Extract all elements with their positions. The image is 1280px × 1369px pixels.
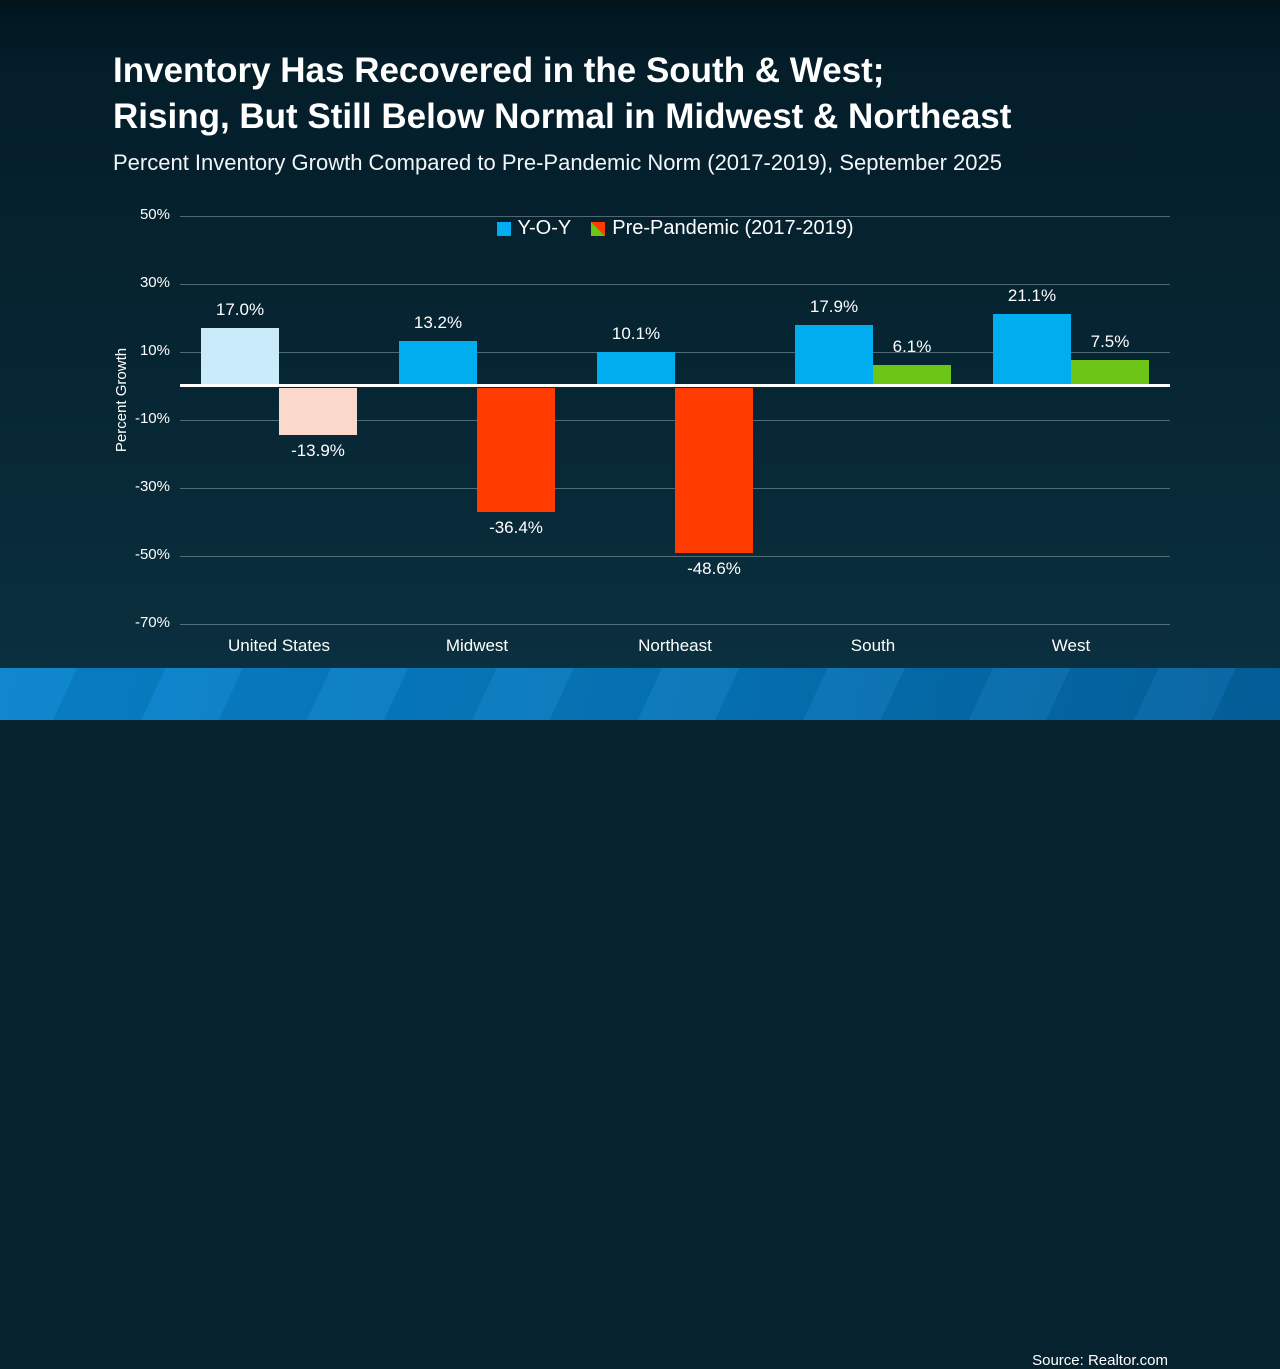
bar-west-yoy xyxy=(993,314,1071,386)
bar-value-label-united-states-prepandemic: -13.9% xyxy=(291,441,345,460)
bar-value-label-south-prepandemic: 6.1% xyxy=(892,337,932,356)
footer-bar: Source: Realtor.com xyxy=(0,668,1280,1369)
y-tick-label: -70% xyxy=(134,614,170,631)
bar-value-label-midwest-prepandemic: -36.4% xyxy=(489,518,543,537)
y-tick-label: 50% xyxy=(139,206,170,223)
gridline-10% xyxy=(180,352,1170,353)
x-axis-label-south: South xyxy=(850,636,896,655)
x-axis-label-united-states: United States xyxy=(227,636,331,655)
bar-value-label-northeast-yoy: 10.1% xyxy=(611,324,661,343)
bar-value-label-united-states-yoy: 17.0% xyxy=(215,300,265,319)
legend: Y-O-Y Pre-Pandemic (2017-2019) xyxy=(180,217,1170,240)
legend-swatch-yoy xyxy=(496,221,511,236)
bar-midwest-prepandemic xyxy=(477,388,555,512)
bar-south-prepandemic xyxy=(873,365,951,386)
bar-value-label-west-yoy: 21.1% xyxy=(1007,286,1057,305)
legend-item-yoy: Y-O-Y xyxy=(496,217,572,240)
source-text: Source: Realtor.com xyxy=(1032,1352,1168,1369)
chart-title-line1: Inventory Has Recovered in the South & W… xyxy=(113,51,885,90)
bar-value-label-south-yoy: 17.9% xyxy=(809,297,859,316)
x-axis-label-midwest: Midwest xyxy=(445,636,509,655)
x-axis-label-northeast: Northeast xyxy=(638,636,712,655)
bar-value-label-west-prepandemic: 7.5% xyxy=(1090,332,1130,351)
legend-item-prepandemic: Pre-Pandemic (2017-2019) xyxy=(591,217,853,240)
y-tick-label: 30% xyxy=(139,274,170,291)
top-edge-strip xyxy=(0,0,1280,7)
bar-value-label-midwest-yoy: 13.2% xyxy=(413,313,463,332)
legend-label-prepandemic: Pre-Pandemic (2017-2019) xyxy=(612,217,854,239)
gridline-50% xyxy=(180,216,1170,217)
y-tick-label: 10% xyxy=(139,342,170,359)
bar-value-label-northeast-prepandemic: -48.6% xyxy=(687,559,741,578)
chart-subtitle: Percent Inventory Growth Compared to Pre… xyxy=(113,150,1002,175)
zero-axis-line xyxy=(180,384,1170,387)
bar-south-yoy xyxy=(795,325,873,386)
x-axis-label-west: West xyxy=(1051,636,1091,655)
bar-northeast-yoy xyxy=(597,352,675,386)
y-tick-label: -50% xyxy=(134,546,170,563)
legend-swatch-prepandemic xyxy=(591,221,606,236)
chart-title-line2: Rising, But Still Below Normal in Midwes… xyxy=(113,97,1012,136)
gridline--70% xyxy=(180,624,1170,625)
bar-west-prepandemic xyxy=(1071,360,1149,386)
gridline--50% xyxy=(180,556,1170,557)
y-tick-label: -30% xyxy=(134,478,170,495)
y-tick-label: -10% xyxy=(134,410,170,427)
bar-united-states-yoy xyxy=(201,328,279,386)
chart-title: Inventory Has Recovered in the South & W… xyxy=(113,48,1213,140)
bar-northeast-prepandemic xyxy=(675,388,753,553)
bar-midwest-yoy xyxy=(399,341,477,386)
bar-united-states-prepandemic xyxy=(279,388,357,435)
legend-label-yoy: Y-O-Y xyxy=(517,217,572,239)
gridline-30% xyxy=(180,284,1170,285)
